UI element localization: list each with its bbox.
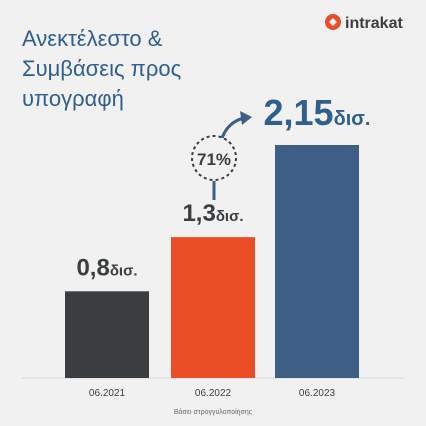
value-number: 1,3 (182, 200, 215, 227)
logo-icon-mark (329, 18, 337, 26)
logo-text: intrakat (345, 15, 403, 32)
value-label: 2,15δισ. (263, 92, 370, 133)
value-number: 2,15 (263, 92, 333, 133)
x-tick-label: 06.2023 (299, 388, 336, 399)
logo: intrakat (325, 14, 403, 32)
growth-annotation: 71% (191, 111, 252, 200)
annotation-text: 71% (197, 150, 231, 169)
value-number: 0,8 (76, 254, 109, 281)
x-tick-label: 06.2022 (195, 388, 232, 399)
title-line: Συμβάσεις προς (22, 56, 181, 81)
value-unit: δισ. (216, 208, 244, 225)
title-line: υπογραφή (22, 86, 124, 111)
annotation-circle (191, 135, 237, 181)
value-label: 1,3δισ. (182, 200, 243, 227)
value-unit: δισ. (110, 262, 138, 279)
x-tick-label: 06.2021 (89, 388, 126, 399)
bar (65, 291, 149, 378)
footnote: Βάσει στρογγυλοποίησης (174, 408, 253, 416)
annotation-arrowhead (240, 111, 252, 125)
value-label: 0,8δισ. (76, 254, 137, 281)
title-line: Ανεκτέλεστο & (22, 26, 163, 51)
value-unit: δισ. (334, 108, 371, 130)
bar (275, 145, 359, 378)
bar (171, 237, 255, 378)
